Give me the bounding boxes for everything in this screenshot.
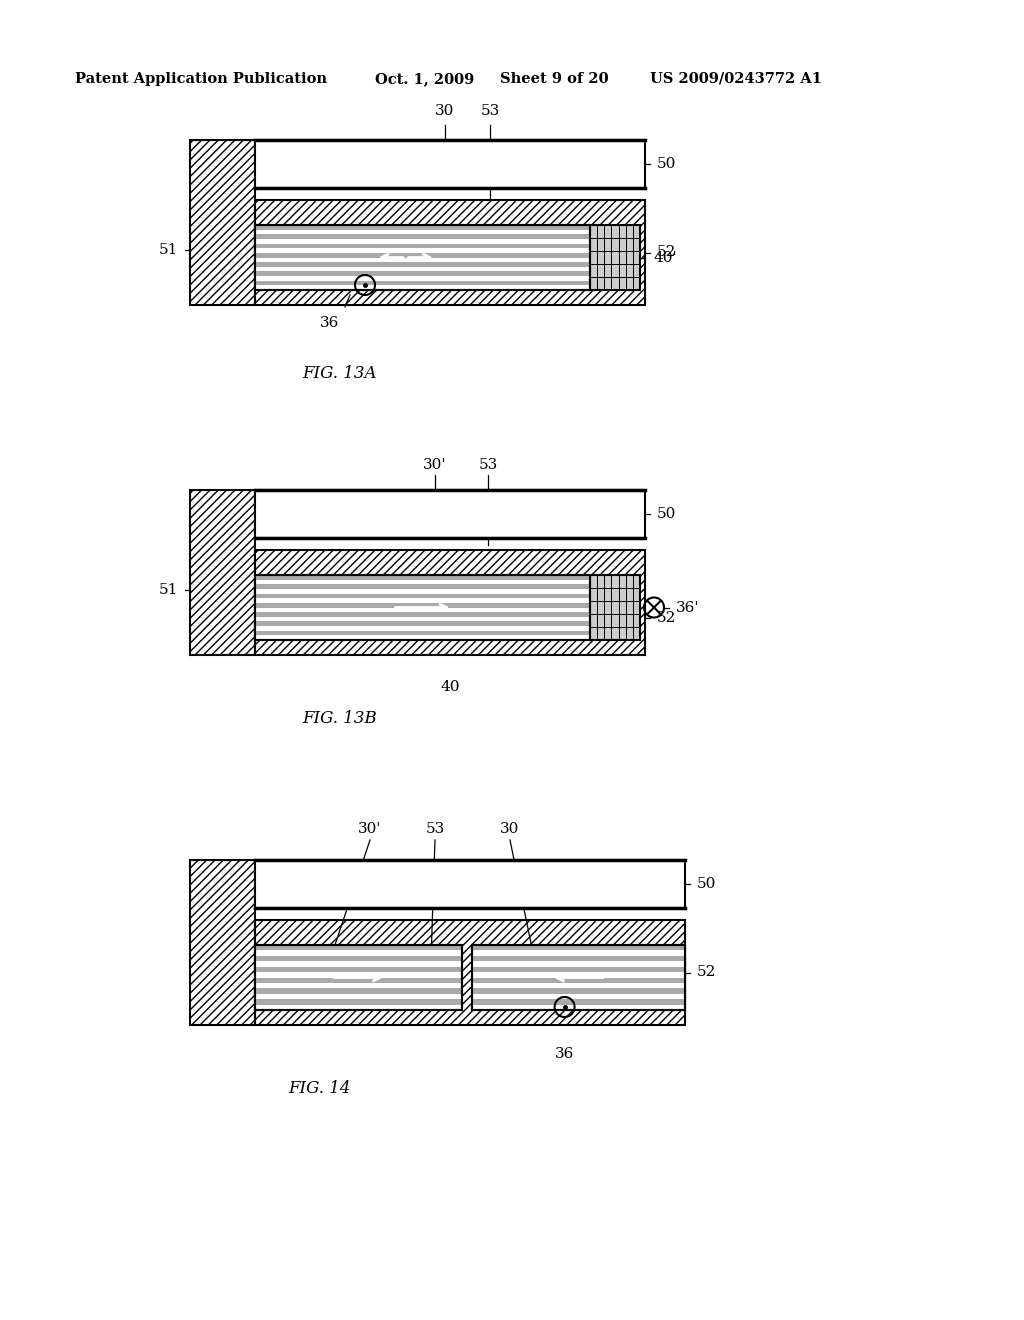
Bar — [255, 945, 462, 1010]
Text: US 2009/0243772 A1: US 2009/0243772 A1 — [650, 73, 822, 86]
Text: 36: 36 — [555, 1047, 574, 1061]
Text: 51: 51 — [159, 583, 178, 597]
Bar — [255, 224, 590, 290]
Text: 51: 51 — [159, 243, 178, 257]
Bar — [472, 966, 685, 972]
Bar — [255, 490, 645, 539]
Bar — [255, 576, 590, 640]
Bar — [472, 999, 685, 1005]
Bar — [255, 978, 462, 983]
Bar — [190, 140, 255, 305]
Bar — [255, 253, 590, 257]
Bar — [190, 490, 255, 655]
Bar — [255, 576, 590, 640]
Text: 52: 52 — [697, 965, 717, 979]
Text: 30: 30 — [501, 822, 520, 836]
Text: 53: 53 — [480, 104, 500, 117]
Bar — [472, 945, 685, 950]
Bar — [590, 224, 640, 290]
Text: 50: 50 — [697, 876, 717, 891]
Bar — [255, 281, 590, 285]
Bar — [255, 550, 645, 655]
Text: 30': 30' — [423, 458, 446, 473]
Bar — [255, 989, 462, 994]
Bar — [255, 956, 462, 961]
Text: 50: 50 — [657, 507, 677, 521]
Bar — [472, 989, 685, 994]
Bar — [590, 576, 640, 640]
Text: 52: 52 — [657, 611, 677, 626]
Text: 40': 40' — [653, 251, 677, 264]
Text: 30': 30' — [358, 822, 382, 836]
Bar — [255, 576, 590, 579]
Text: FIG. 13B: FIG. 13B — [303, 710, 378, 727]
Bar — [255, 612, 590, 616]
Text: 36: 36 — [321, 315, 340, 330]
Bar — [255, 603, 590, 607]
Text: 50: 50 — [657, 157, 677, 172]
Text: 53: 53 — [478, 458, 498, 473]
Text: 53: 53 — [425, 822, 444, 836]
Text: FIG. 14: FIG. 14 — [289, 1080, 351, 1097]
Bar — [255, 140, 645, 187]
Text: 40: 40 — [440, 680, 460, 694]
Text: 52: 52 — [657, 246, 677, 260]
Text: FIG. 13A: FIG. 13A — [303, 366, 377, 381]
Bar — [255, 224, 590, 230]
Bar — [472, 978, 685, 983]
Bar — [255, 861, 685, 908]
Bar — [472, 945, 685, 1010]
Text: Sheet 9 of 20: Sheet 9 of 20 — [500, 73, 608, 86]
Bar — [255, 224, 590, 290]
Bar — [255, 234, 590, 239]
Bar — [190, 861, 255, 1026]
Bar — [255, 263, 590, 267]
Bar — [472, 956, 685, 961]
Bar — [255, 244, 590, 248]
Bar — [255, 966, 462, 972]
Bar — [255, 594, 590, 598]
Bar — [255, 920, 685, 1026]
Bar — [255, 272, 590, 276]
Text: Oct. 1, 2009: Oct. 1, 2009 — [375, 73, 474, 86]
Bar — [255, 999, 462, 1005]
Bar — [255, 631, 590, 635]
Text: 30: 30 — [435, 104, 455, 117]
Bar — [255, 945, 462, 950]
Bar — [255, 201, 645, 305]
Bar — [255, 585, 590, 589]
Bar — [255, 945, 462, 1010]
Text: 36': 36' — [676, 601, 699, 615]
Bar — [255, 622, 590, 626]
Bar — [472, 945, 685, 1010]
Text: Patent Application Publication: Patent Application Publication — [75, 73, 327, 86]
